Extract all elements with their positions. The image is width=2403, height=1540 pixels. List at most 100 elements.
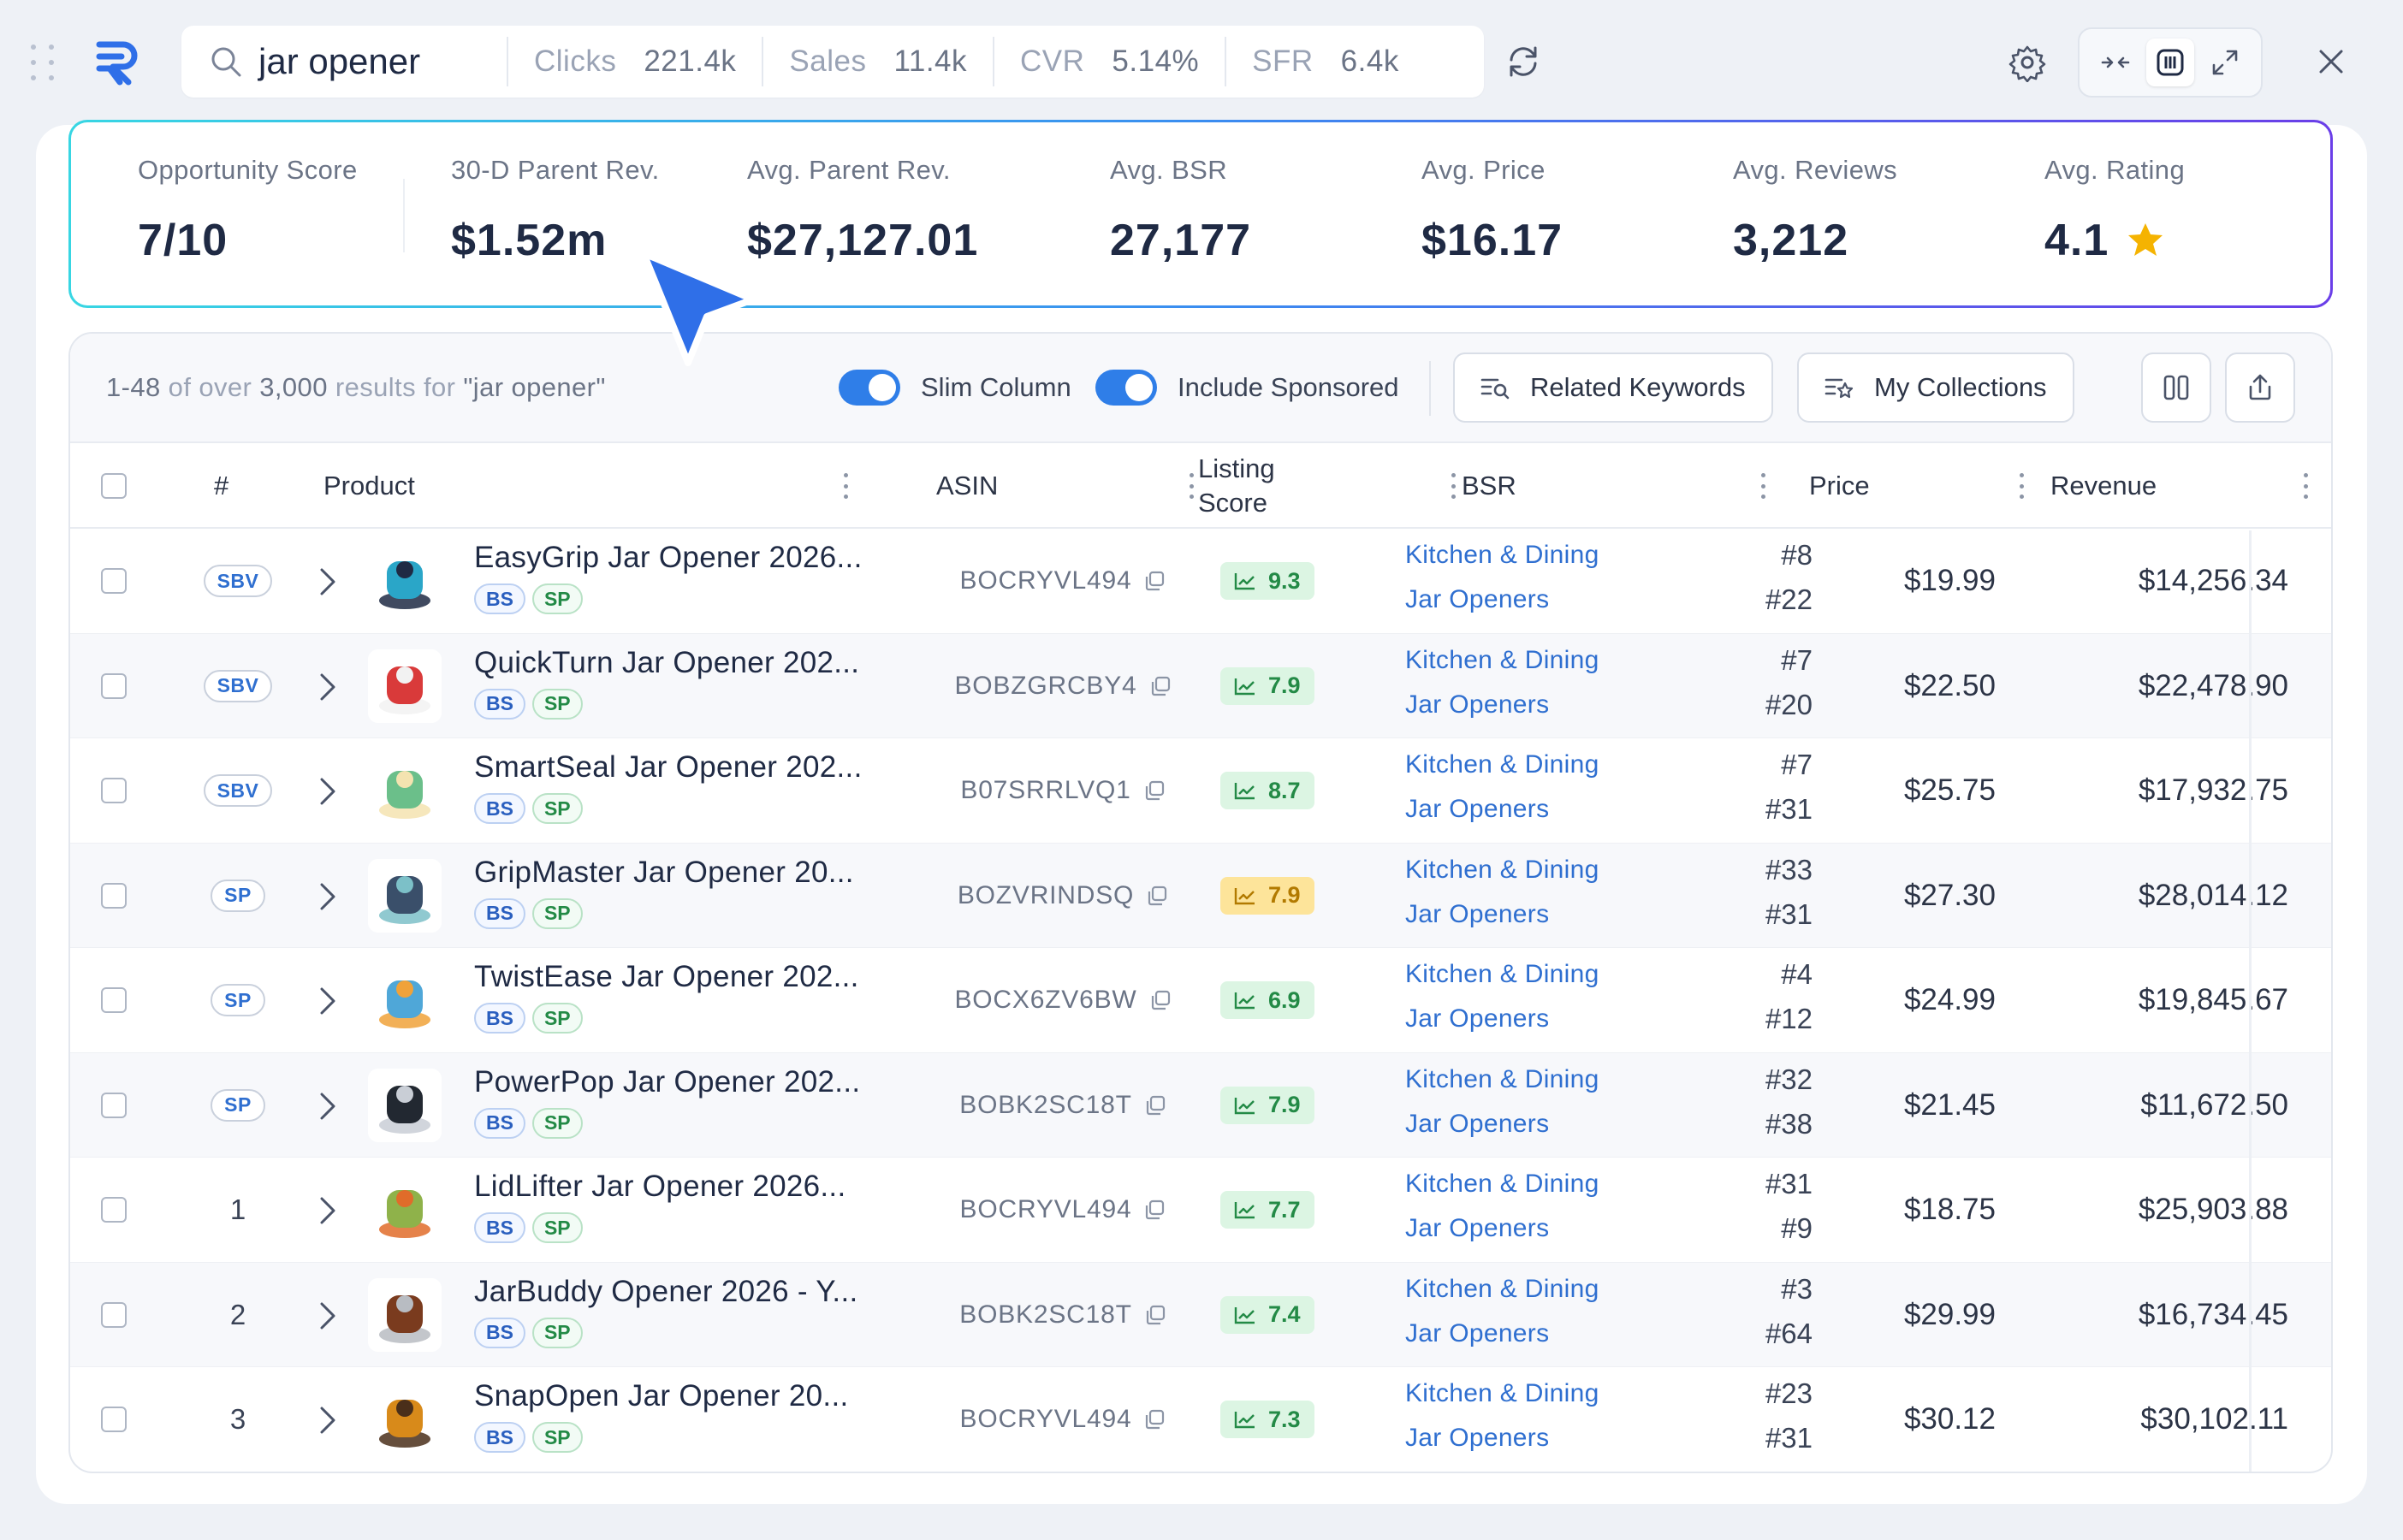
copy-icon[interactable] <box>1143 1199 1166 1221</box>
bsr-category-link[interactable]: Kitchen & Dining <box>1405 1379 1599 1407</box>
table-row[interactable]: SBV QuickTurn Jar Opener 202... BS SP BO… <box>70 633 2331 738</box>
vertical-scrollbar[interactable] <box>2249 530 2252 1472</box>
bsr-category-link[interactable]: Kitchen & Dining <box>1405 960 1599 988</box>
bsr-subcategory-link[interactable]: Jar Openers <box>1405 1004 1550 1033</box>
product-thumbnail[interactable] <box>368 858 442 933</box>
product-thumbnail[interactable] <box>368 1383 442 1456</box>
copy-icon[interactable] <box>1146 885 1168 907</box>
related-keywords-button[interactable]: Related Keywords <box>1453 352 1773 423</box>
product-thumbnail[interactable] <box>368 649 442 723</box>
column-header-bsr[interactable]: BSR <box>1462 443 1768 529</box>
product-thumbnail[interactable] <box>368 963 442 1037</box>
expand-row-chevron-icon[interactable] <box>318 1091 337 1122</box>
drag-handle-icon[interactable] <box>31 44 58 84</box>
product-name[interactable]: PowerPop Jar Opener 202... <box>474 1064 861 1099</box>
export-button[interactable] <box>2225 352 2295 423</box>
search-query[interactable]: jar opener <box>258 41 421 81</box>
copy-icon[interactable] <box>1143 779 1166 802</box>
bsr-subcategory-link[interactable]: Jar Openers <box>1405 1109 1550 1138</box>
product-name[interactable]: QuickTurn Jar Opener 202... <box>474 645 860 679</box>
bsr-subcategory-link[interactable]: Jar Openers <box>1405 1424 1550 1452</box>
column-menu-icon[interactable] <box>1188 473 1195 499</box>
expand-row-chevron-icon[interactable] <box>318 1300 337 1331</box>
row-checkbox[interactable] <box>101 1197 127 1223</box>
search-bar[interactable]: jar opener Clicks 221.4k Sales 11.4k CVR 5.… <box>181 26 1484 98</box>
copy-icon[interactable] <box>1144 1304 1166 1326</box>
product-thumbnail[interactable] <box>368 544 442 618</box>
include-sponsored-toggle[interactable]: Include Sponsored <box>1095 370 1399 406</box>
column-menu-icon[interactable] <box>1450 473 1457 499</box>
bsr-category-link[interactable]: Kitchen & Dining <box>1405 1274 1599 1303</box>
expand-row-chevron-icon[interactable] <box>318 566 337 597</box>
bsr-category-link[interactable]: Kitchen & Dining <box>1405 1064 1599 1093</box>
row-checkbox[interactable] <box>101 882 127 909</box>
expand-row-chevron-icon[interactable] <box>318 1195 337 1226</box>
copy-icon[interactable] <box>1143 570 1166 592</box>
product-name[interactable]: JarBuddy Opener 2026 - Y... <box>474 1274 858 1308</box>
slim-column-switch[interactable] <box>839 370 900 406</box>
table-row[interactable]: SBV EasyGrip Jar Opener 2026... BS SP BO… <box>70 529 2331 634</box>
column-header-product[interactable]: Product <box>323 443 851 529</box>
bsr-category-link[interactable]: Kitchen & Dining <box>1405 1170 1599 1198</box>
gear-icon[interactable] <box>2008 43 2047 82</box>
bsr-category-link[interactable]: Kitchen & Dining <box>1405 645 1599 674</box>
bsr-subcategory-link[interactable]: Jar Openers <box>1405 795 1550 823</box>
product-name[interactable]: SmartSeal Jar Opener 202... <box>474 750 863 784</box>
table-row[interactable]: SP GripMaster Jar Opener 20... BS SP BOZ… <box>70 843 2331 948</box>
table-row[interactable]: SP TwistEase Jar Opener 202... BS SP BOC… <box>70 948 2331 1053</box>
bsr-subcategory-link[interactable]: Jar Openers <box>1405 585 1550 613</box>
select-all-checkbox[interactable] <box>101 443 127 529</box>
column-header-price[interactable]: Price <box>1809 443 2026 529</box>
column-header-revenue[interactable]: Revenue <box>2050 443 2311 529</box>
copy-icon[interactable] <box>1149 675 1172 697</box>
my-collections-button[interactable]: My Collections <box>1797 352 2074 423</box>
table-row[interactable]: SP PowerPop Jar Opener 202... BS SP BOBK… <box>70 1052 2331 1158</box>
row-checkbox[interactable] <box>101 778 127 803</box>
table-row[interactable]: SBV SmartSeal Jar Opener 202... BS SP B0… <box>70 738 2331 844</box>
bsr-subcategory-link[interactable]: Jar Openers <box>1405 690 1550 719</box>
copy-icon[interactable] <box>1149 989 1172 1011</box>
refresh-icon[interactable] <box>1504 41 1542 82</box>
column-menu-icon[interactable] <box>2302 473 2309 499</box>
column-menu-icon[interactable] <box>2018 473 2025 499</box>
row-checkbox[interactable] <box>101 987 127 1013</box>
expand-row-chevron-icon[interactable] <box>318 881 337 912</box>
expand-row-chevron-icon[interactable] <box>318 672 337 702</box>
table-row[interactable]: 3 SnapOpen Jar Opener 20... BS SP BOCRYV… <box>70 1367 2331 1472</box>
product-name[interactable]: TwistEase Jar Opener 202... <box>474 960 859 993</box>
row-checkbox[interactable] <box>101 1092 127 1118</box>
close-icon[interactable] <box>2314 44 2348 79</box>
expand-row-chevron-icon[interactable] <box>318 1405 337 1436</box>
bsr-subcategory-link[interactable]: Jar Openers <box>1405 1214 1550 1242</box>
column-menu-icon[interactable] <box>1759 473 1766 499</box>
collapse-view-button[interactable] <box>2092 38 2139 86</box>
expand-row-chevron-icon[interactable] <box>318 776 337 807</box>
row-checkbox[interactable] <box>101 1301 127 1328</box>
row-checkbox[interactable] <box>101 1407 127 1432</box>
product-name[interactable]: LidLifter Jar Opener 2026... <box>474 1170 846 1203</box>
bsr-category-link[interactable]: Kitchen & Dining <box>1405 541 1599 569</box>
product-thumbnail[interactable] <box>368 1068 442 1142</box>
expand-row-chevron-icon[interactable] <box>318 986 337 1016</box>
product-thumbnail[interactable] <box>368 1173 442 1247</box>
bsr-subcategory-link[interactable]: Jar Openers <box>1405 899 1550 928</box>
row-checkbox[interactable] <box>101 672 127 699</box>
column-header-listing-score[interactable]: Listing Score <box>1198 443 1458 529</box>
product-name[interactable]: EasyGrip Jar Opener 2026... <box>474 541 863 574</box>
row-checkbox[interactable] <box>101 568 127 594</box>
column-layout-button[interactable] <box>2141 352 2211 423</box>
expand-view-button[interactable] <box>2201 38 2249 86</box>
copy-icon[interactable] <box>1144 1094 1166 1116</box>
table-row[interactable]: 1 LidLifter Jar Opener 2026... BS SP BOC… <box>70 1158 2331 1263</box>
bsr-category-link[interactable]: Kitchen & Dining <box>1405 855 1599 884</box>
bsr-category-link[interactable]: Kitchen & Dining <box>1405 750 1599 779</box>
product-name[interactable]: GripMaster Jar Opener 20... <box>474 855 854 889</box>
columns-view-button[interactable] <box>2146 38 2194 86</box>
product-name[interactable]: SnapOpen Jar Opener 20... <box>474 1379 849 1413</box>
include-sponsored-switch[interactable] <box>1095 370 1157 406</box>
slim-column-toggle[interactable]: Slim Column <box>839 370 1071 406</box>
product-thumbnail[interactable] <box>368 754 442 827</box>
table-row[interactable]: 2 JarBuddy Opener 2026 - Y... BS SP BOBK… <box>70 1262 2331 1367</box>
product-thumbnail[interactable] <box>368 1277 442 1352</box>
column-header-asin[interactable]: ASIN <box>936 443 1196 529</box>
